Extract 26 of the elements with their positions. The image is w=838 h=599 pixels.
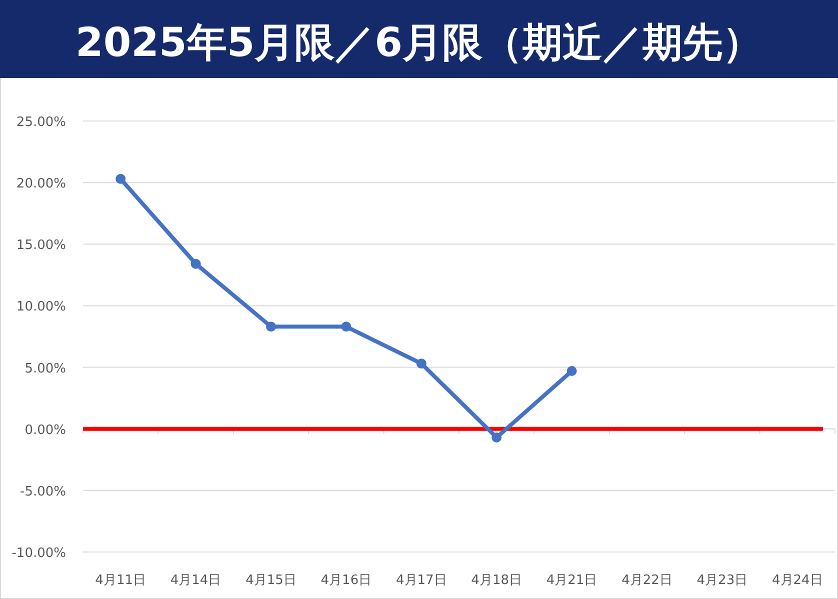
y-tick-label: 10.00% — [16, 300, 66, 315]
point — [416, 358, 426, 369]
x-tick-label: 4月22日 — [622, 573, 672, 588]
x-tick-label: 4月15日 — [246, 573, 296, 588]
x-tick-label: 4月14日 — [170, 573, 222, 588]
y-tick-label: 15.00% — [16, 238, 66, 254]
x-tick-label: 4月18日 — [471, 573, 522, 588]
y-tick-label: -10.00% — [12, 546, 66, 561]
x-tick-label: 4月23日 — [696, 573, 748, 588]
x-tick-label: 4月17日 — [396, 573, 447, 588]
y-tick-label: 0.00% — [24, 422, 66, 438]
point — [492, 432, 502, 442]
point — [266, 322, 276, 332]
point — [190, 258, 201, 269]
point — [116, 174, 126, 184]
chart-title: 2025年5月限／6月限（期近／期先） — [76, 20, 762, 66]
x-tick-label: 4月24日 — [772, 573, 823, 588]
y-tick-label: 5.00% — [24, 361, 66, 376]
point — [566, 366, 577, 376]
point — [341, 322, 352, 332]
y-tick-label: 25.00% — [16, 115, 66, 130]
y-tick-label: 20.00% — [16, 176, 66, 192]
x-tick-label: 4月16日 — [320, 573, 372, 588]
x-tick-label: 4月11日 — [95, 573, 146, 588]
x-tick-label: 4月21日 — [546, 573, 598, 588]
y-tick-label: -5.00% — [20, 484, 66, 500]
